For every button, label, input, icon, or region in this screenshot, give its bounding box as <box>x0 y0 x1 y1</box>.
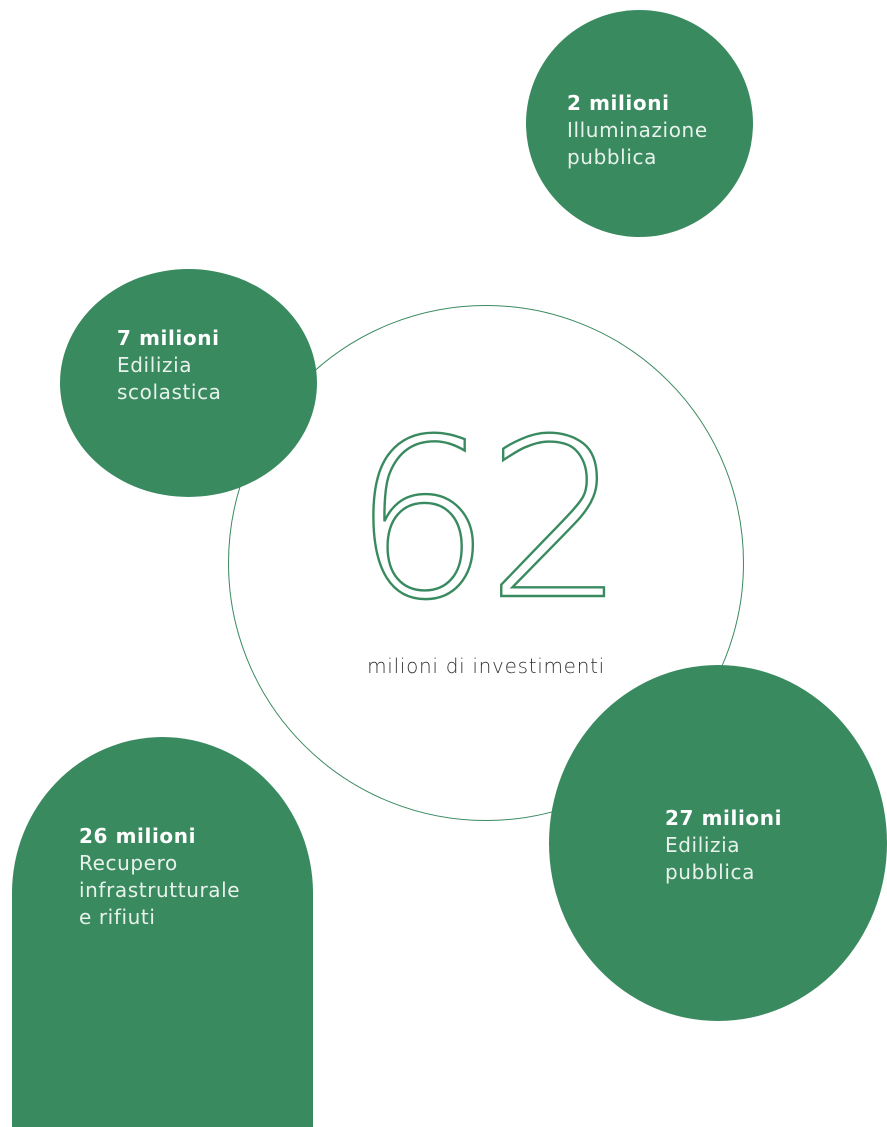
bubble-public-buildings: 27 milioni Edilizia pubblica <box>549 665 887 1021</box>
bubble-infrastructure-waste: 26 milioni Recupero infrastrutturale e r… <box>12 737 313 1127</box>
bubble-label-line: Edilizia <box>665 833 741 857</box>
bubble-label-line: Recupero <box>79 851 178 875</box>
bubble-public-lighting: 2 milioni Illuminazione pubblica <box>526 10 753 237</box>
bubble-amount: 7 milioni <box>117 326 220 350</box>
bubble-text: 7 milioni Edilizia scolastica <box>117 325 222 406</box>
total-investment-number: 62 <box>351 392 627 648</box>
bubble-label-line: infrastrutturale <box>79 878 241 902</box>
bubble-text: 2 milioni Illuminazione pubblica <box>567 90 708 171</box>
bubble-label-line: pubblica <box>665 860 755 884</box>
bubble-label-line: e rifiuti <box>79 905 156 929</box>
bubble-label-line: pubblica <box>567 145 657 169</box>
bubble-text: 27 milioni Edilizia pubblica <box>665 805 782 886</box>
bubble-school-buildings: 7 milioni Edilizia scolastica <box>60 269 317 497</box>
bubble-label-line: Illuminazione <box>567 118 708 142</box>
total-outline-circle <box>228 305 744 821</box>
bubble-amount: 27 milioni <box>665 806 783 830</box>
bubble-amount: 2 milioni <box>567 91 670 115</box>
total-investment-label: milioni di investimenti <box>367 654 605 678</box>
bubble-text: 26 milioni Recupero infrastrutturale e r… <box>79 823 240 931</box>
bubble-amount: 26 milioni <box>79 824 197 848</box>
bubble-label-line: scolastica <box>117 380 222 404</box>
bubble-label-line: Edilizia <box>117 353 193 377</box>
